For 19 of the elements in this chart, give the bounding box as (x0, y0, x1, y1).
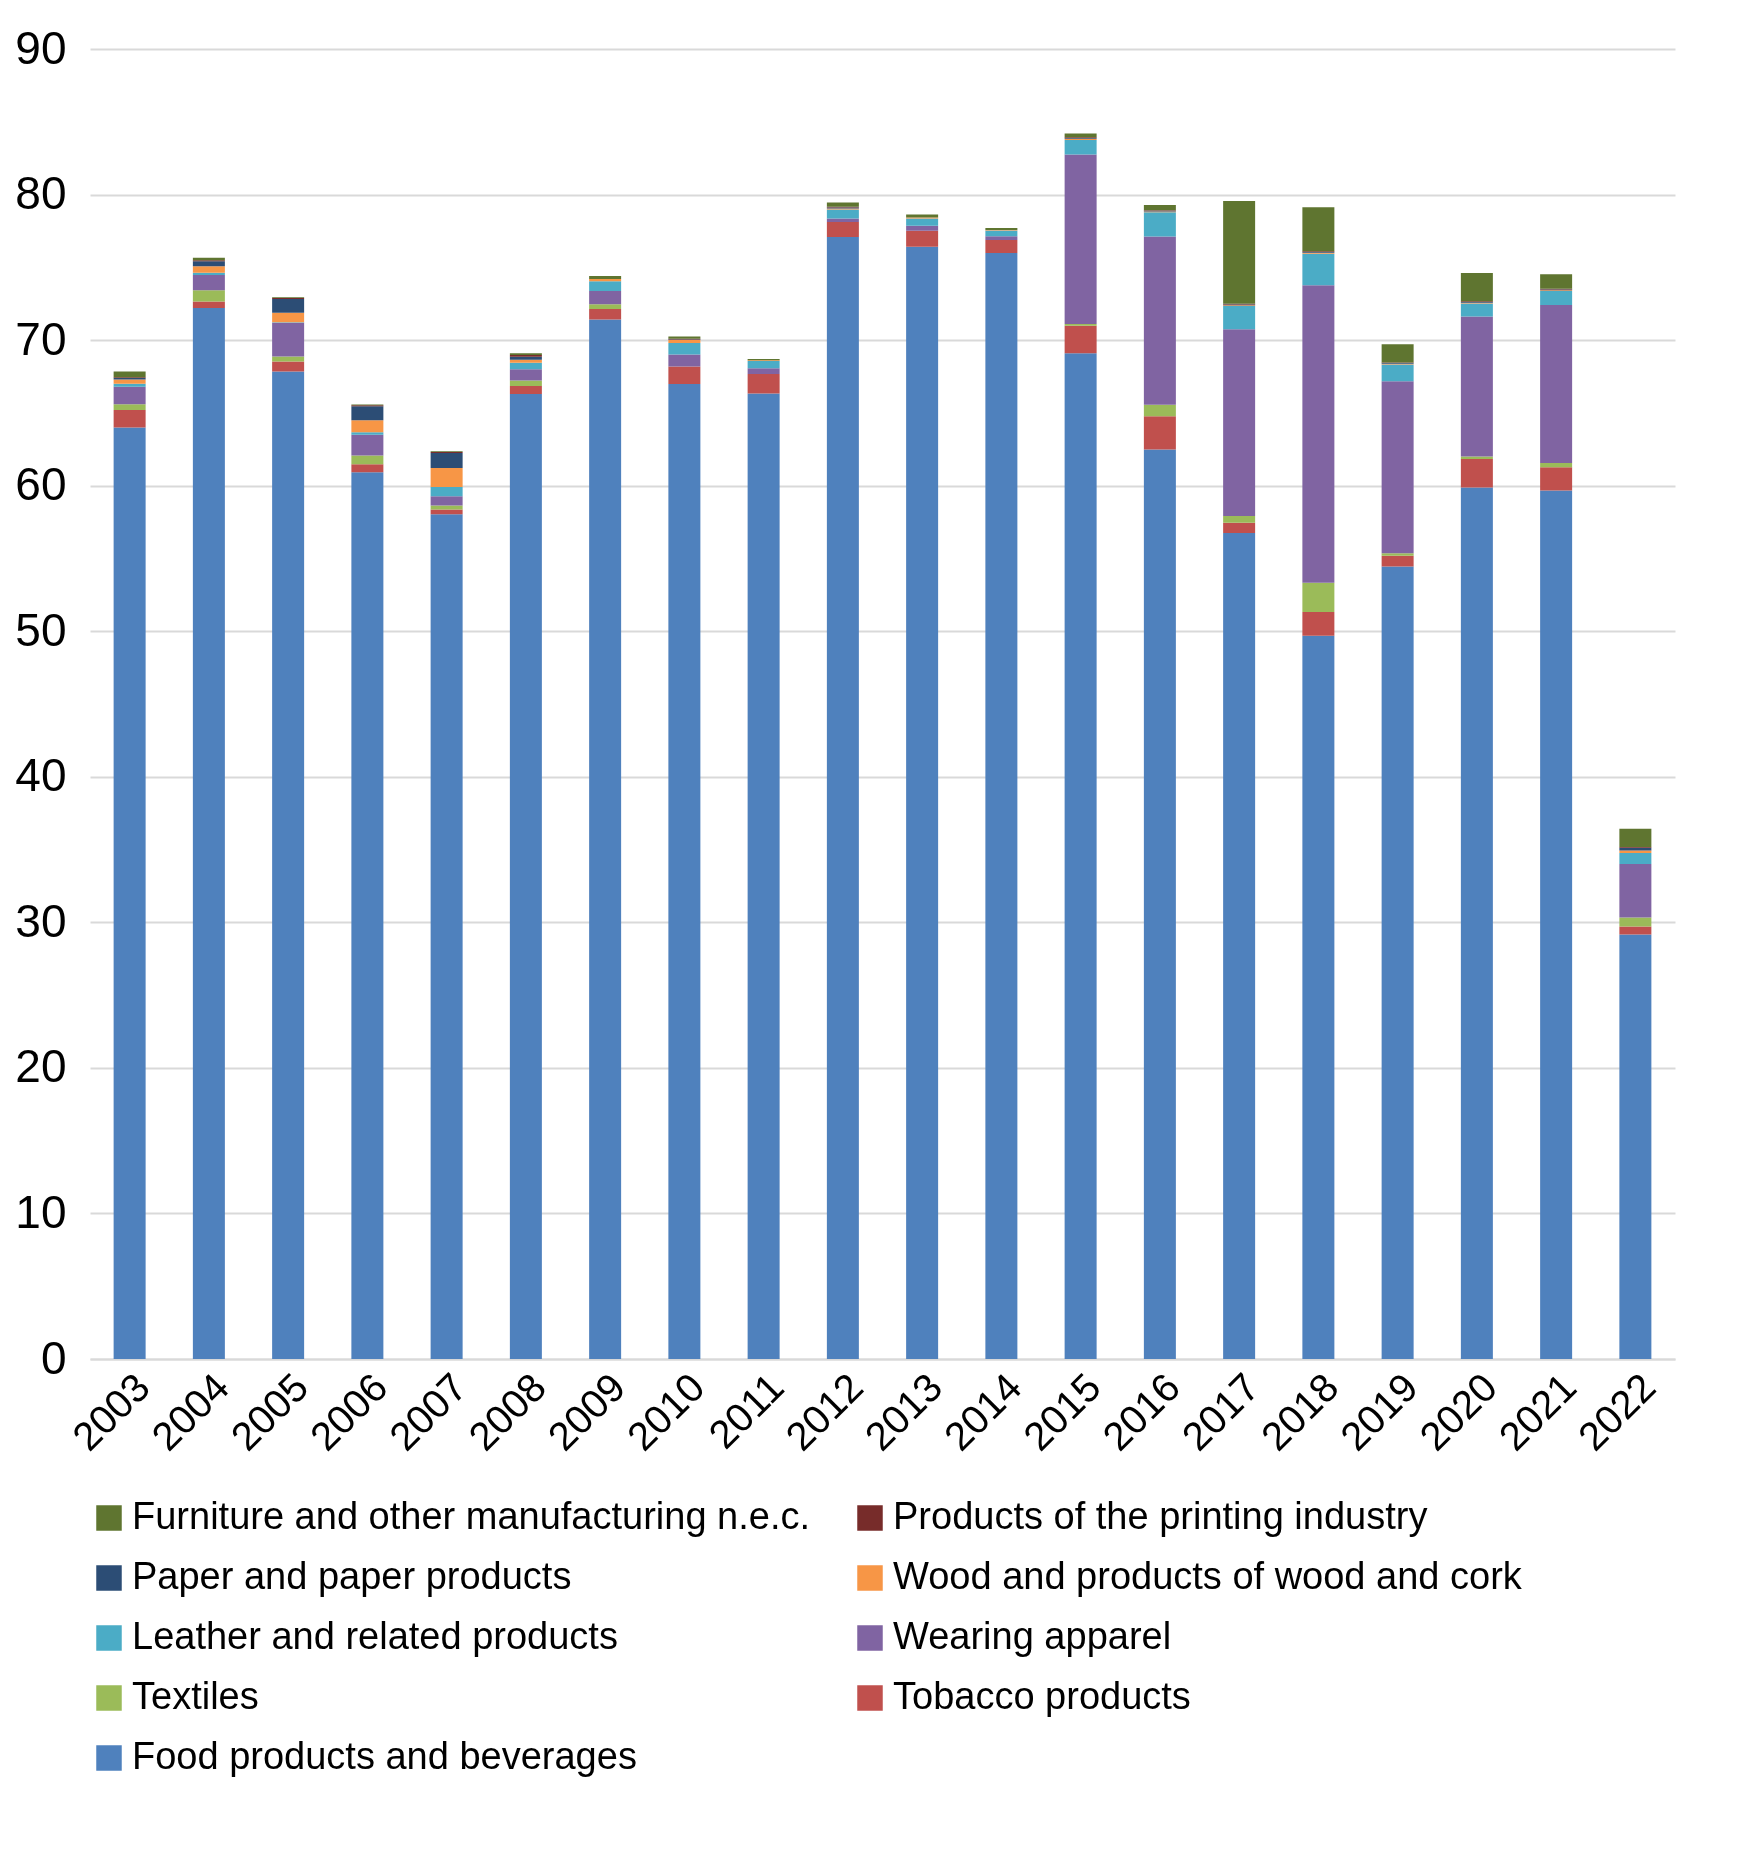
legend-label: Leather and related products (132, 1615, 618, 1657)
legend-label: Furniture and other manufacturing n.e.c. (132, 1495, 811, 1537)
legend-label: Products of the printing industry (893, 1495, 1428, 1537)
legend-label: Wearing apparel (893, 1615, 1172, 1657)
legend-label: Food products and beverages (132, 1735, 637, 1777)
y-tick-label: 80 (15, 167, 67, 220)
y-tick-label: 30 (15, 894, 67, 947)
legend-label: Tobacco products (893, 1675, 1191, 1717)
y-tick-label: 40 (15, 749, 67, 802)
y-tick-label: 50 (15, 603, 67, 656)
y-tick-label: 70 (15, 312, 67, 365)
y-tick-label: 20 (15, 1040, 67, 1093)
y-tick-label: 90 (15, 21, 67, 74)
y-tick-label: 60 (15, 458, 67, 511)
legend-label: Paper and paper products (132, 1555, 572, 1597)
y-tick-label: 10 (15, 1185, 67, 1238)
y-tick-label: 0 (40, 1331, 67, 1384)
legend-label: Textiles (132, 1675, 259, 1717)
legend-label: Wood and products of wood and cork (893, 1555, 1523, 1597)
